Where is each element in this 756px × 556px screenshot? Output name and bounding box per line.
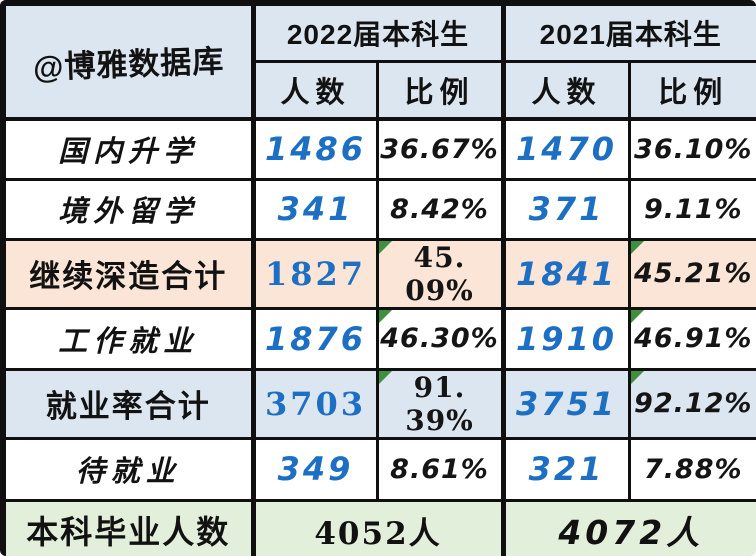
total-2021-cell: 4072人 bbox=[500, 498, 756, 556]
label-cell: 境外留学 bbox=[1, 177, 255, 241]
count-2021-cell: 1470 bbox=[500, 117, 631, 181]
label-cell: 就业率合计 bbox=[1, 367, 255, 440]
subheader-ratio-2022: 比例 bbox=[375, 59, 505, 121]
count-2021-cell: 321 bbox=[500, 436, 631, 502]
table-row-awaiting-employment: 待就业 349 8.61% 321 7.88% bbox=[1, 436, 756, 502]
ratio-2022-cell: 91. 39% bbox=[375, 367, 505, 440]
header-2022: 2022届本科生 bbox=[250, 1, 505, 63]
table-row-employment: 工作就业 1876 46.30% 1910 46.91% bbox=[1, 306, 756, 371]
subheader-ratio-2021: 比例 bbox=[627, 59, 756, 121]
table-row-further-study-total: 继续深造合计 1827 45. 09% 1841 45.21% bbox=[1, 237, 756, 310]
ratio-2021-cell: 36.10% bbox=[627, 117, 756, 181]
table-row-employment-rate-total: 就业率合计 3703 91. 39% 3751 92.12% bbox=[1, 367, 756, 440]
count-2021-cell: 371 bbox=[500, 177, 631, 241]
watermark: @博雅数据库 bbox=[32, 43, 225, 86]
ratio-2021-cell: 9.11% bbox=[627, 177, 756, 241]
table-row-domestic-study: 国内升学 1486 36.67% 1470 36.10% bbox=[1, 117, 756, 181]
count-2021-cell: 1841 bbox=[500, 237, 631, 310]
count-2022-cell: 1827 bbox=[250, 237, 379, 310]
count-2022-cell: 341 bbox=[250, 177, 379, 241]
count-2022-cell: 1876 bbox=[250, 306, 379, 371]
label-cell: 工作就业 bbox=[1, 306, 255, 371]
count-2022-cell: 349 bbox=[250, 436, 379, 502]
ratio-2021-cell: 45.21% bbox=[627, 237, 756, 310]
ratio-2021-cell: 46.91% bbox=[627, 306, 756, 371]
ratio-2021-cell: 7.88% bbox=[627, 436, 756, 502]
ratio-2022-cell: 45. 09% bbox=[375, 237, 505, 310]
header-row-years: @博雅数据库 2022届本科生 2021届本科生 bbox=[1, 1, 756, 121]
header-2021: 2021届本科生 bbox=[500, 1, 756, 63]
ratio-2022-cell: 36.67% bbox=[375, 117, 505, 181]
ratio-2022-cell: 46.30% bbox=[375, 306, 505, 371]
ratio-2021-cell: 92.12% bbox=[627, 367, 756, 440]
subheader-count-2021: 人数 bbox=[500, 59, 631, 121]
count-2022-cell: 3703 bbox=[250, 367, 379, 440]
count-2021-cell: 1910 bbox=[500, 306, 631, 371]
total-2022-cell: 4052人 bbox=[250, 498, 505, 556]
count-2021-cell: 3751 bbox=[500, 367, 631, 440]
header-row-measures: 人数 比例 人数 比例 bbox=[3, 59, 756, 121]
ratio-2022-cell: 8.61% bbox=[375, 436, 505, 502]
ratio-2022-cell: 8.42% bbox=[375, 177, 505, 241]
watermark-cell: @博雅数据库 bbox=[1, 1, 255, 121]
table-row-overseas-study: 境外留学 341 8.42% 371 9.11% bbox=[1, 177, 756, 241]
table-row-graduates-total: 本科毕业人数 4052人 4072人 bbox=[1, 498, 756, 556]
label-cell: 国内升学 bbox=[1, 117, 255, 181]
label-cell: 本科毕业人数 bbox=[1, 498, 255, 556]
label-cell: 待就业 bbox=[1, 436, 255, 502]
subheader-count-2022: 人数 bbox=[250, 59, 379, 121]
count-2022-cell: 1486 bbox=[250, 117, 379, 181]
label-cell: 继续深造合计 bbox=[1, 237, 255, 310]
